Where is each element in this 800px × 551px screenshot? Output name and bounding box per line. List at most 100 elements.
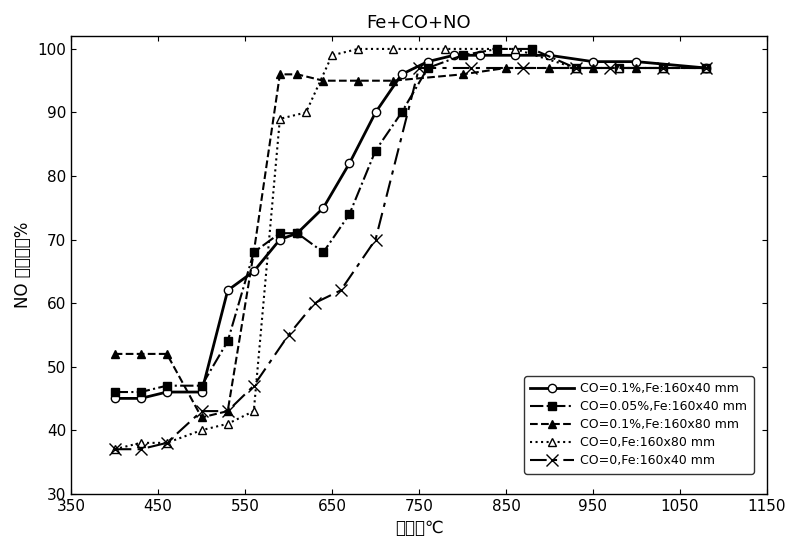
CO=0,Fe:160x80 mm	[249, 408, 258, 414]
CO=0.1%,Fe:160x80 mm	[162, 350, 172, 357]
CO=0.05%,Fe:160x40 mm	[458, 52, 467, 58]
X-axis label: 温度，℃: 温度，℃	[394, 519, 443, 537]
CO=0.05%,Fe:160x40 mm	[318, 249, 328, 256]
CO=0.05%,Fe:160x40 mm	[527, 46, 537, 52]
Legend: CO=0.1%,Fe:160x40 mm, CO=0.05%,Fe:160x40 mm, CO=0.1%,Fe:160x80 mm, CO=0,Fe:160x8: CO=0.1%,Fe:160x40 mm, CO=0.05%,Fe:160x40…	[524, 376, 754, 474]
Y-axis label: NO 脱除率，%: NO 脱除率，%	[14, 222, 32, 308]
CO=0.05%,Fe:160x40 mm	[162, 382, 172, 389]
CO=0.1%,Fe:160x40 mm	[223, 287, 233, 294]
CO=0.05%,Fe:160x40 mm	[423, 64, 433, 71]
CO=0.05%,Fe:160x40 mm	[701, 64, 710, 71]
CO=0,Fe:160x80 mm	[162, 440, 172, 446]
CO=0,Fe:160x80 mm	[510, 46, 519, 52]
CO=0.1%,Fe:160x40 mm	[632, 58, 642, 65]
CO=0,Fe:160x40 mm	[658, 64, 667, 71]
CO=0,Fe:160x80 mm	[388, 46, 398, 52]
CO=0.05%,Fe:160x40 mm	[275, 230, 285, 236]
CO=0.1%,Fe:160x80 mm	[136, 350, 146, 357]
CO=0,Fe:160x40 mm	[284, 332, 294, 338]
CO=0,Fe:160x40 mm	[701, 64, 710, 71]
CO=0,Fe:160x40 mm	[249, 382, 258, 389]
CO=0.05%,Fe:160x40 mm	[293, 230, 302, 236]
CO=0.05%,Fe:160x40 mm	[370, 147, 380, 154]
CO=0.05%,Fe:160x40 mm	[110, 388, 119, 395]
CO=0.1%,Fe:160x80 mm	[275, 71, 285, 78]
CO=0,Fe:160x80 mm	[197, 427, 206, 434]
CO=0.1%,Fe:160x80 mm	[501, 64, 510, 71]
CO=0.1%,Fe:160x40 mm	[370, 109, 380, 116]
CO=0.05%,Fe:160x40 mm	[249, 249, 258, 256]
CO=0,Fe:160x40 mm	[606, 64, 615, 71]
CO=0,Fe:160x80 mm	[275, 116, 285, 122]
CO=0,Fe:160x40 mm	[136, 446, 146, 452]
CO=0.1%,Fe:160x80 mm	[249, 249, 258, 256]
CO=0.05%,Fe:160x40 mm	[570, 64, 580, 71]
CO=0.05%,Fe:160x40 mm	[658, 64, 667, 71]
CO=0.1%,Fe:160x40 mm	[510, 52, 519, 58]
CO=0.1%,Fe:160x40 mm	[449, 52, 458, 58]
CO=0,Fe:160x40 mm	[570, 64, 580, 71]
CO=0.1%,Fe:160x40 mm	[136, 395, 146, 402]
CO=0.1%,Fe:160x40 mm	[110, 395, 119, 402]
Line: CO=0.1%,Fe:160x40 mm: CO=0.1%,Fe:160x40 mm	[110, 51, 710, 403]
CO=0.05%,Fe:160x40 mm	[197, 382, 206, 389]
CO=0.1%,Fe:160x40 mm	[545, 52, 554, 58]
CO=0.1%,Fe:160x80 mm	[632, 64, 642, 71]
CO=0.05%,Fe:160x40 mm	[136, 388, 146, 395]
CO=0,Fe:160x80 mm	[301, 109, 310, 116]
CO=0,Fe:160x40 mm	[336, 287, 346, 294]
CO=0.1%,Fe:160x40 mm	[423, 58, 433, 65]
CO=0.1%,Fe:160x40 mm	[397, 71, 406, 78]
CO=0.1%,Fe:160x80 mm	[545, 64, 554, 71]
CO=0.1%,Fe:160x80 mm	[197, 414, 206, 421]
CO=0,Fe:160x80 mm	[136, 440, 146, 446]
CO=0,Fe:160x40 mm	[518, 64, 528, 71]
CO=0.1%,Fe:160x80 mm	[458, 71, 467, 78]
CO=0.1%,Fe:160x40 mm	[197, 388, 206, 395]
CO=0.1%,Fe:160x40 mm	[318, 204, 328, 211]
CO=0,Fe:160x80 mm	[658, 64, 667, 71]
CO=0.1%,Fe:160x80 mm	[701, 64, 710, 71]
CO=0.1%,Fe:160x40 mm	[345, 160, 354, 166]
Line: CO=0,Fe:160x80 mm: CO=0,Fe:160x80 mm	[110, 45, 710, 453]
CO=0.05%,Fe:160x40 mm	[345, 211, 354, 218]
CO=0,Fe:160x40 mm	[223, 408, 233, 414]
Line: CO=0,Fe:160x40 mm: CO=0,Fe:160x40 mm	[109, 62, 711, 455]
CO=0,Fe:160x80 mm	[327, 52, 337, 58]
CO=0.1%,Fe:160x40 mm	[588, 58, 598, 65]
CO=0,Fe:160x40 mm	[370, 236, 380, 243]
CO=0.1%,Fe:160x80 mm	[223, 408, 233, 414]
CO=0,Fe:160x80 mm	[614, 64, 624, 71]
CO=0.1%,Fe:160x40 mm	[275, 236, 285, 243]
CO=0.1%,Fe:160x40 mm	[249, 268, 258, 274]
CO=0.05%,Fe:160x40 mm	[223, 338, 233, 344]
CO=0.05%,Fe:160x40 mm	[493, 46, 502, 52]
CO=0,Fe:160x40 mm	[197, 408, 206, 414]
CO=0.1%,Fe:160x80 mm	[388, 77, 398, 84]
CO=0,Fe:160x80 mm	[440, 46, 450, 52]
CO=0.05%,Fe:160x40 mm	[397, 109, 406, 116]
CO=0.1%,Fe:160x40 mm	[701, 64, 710, 71]
CO=0,Fe:160x40 mm	[110, 446, 119, 452]
CO=0,Fe:160x80 mm	[223, 420, 233, 427]
CO=0.1%,Fe:160x80 mm	[110, 350, 119, 357]
Line: CO=0.05%,Fe:160x40 mm: CO=0.05%,Fe:160x40 mm	[110, 45, 710, 396]
CO=0,Fe:160x40 mm	[466, 64, 476, 71]
CO=0.1%,Fe:160x40 mm	[293, 230, 302, 236]
CO=0,Fe:160x40 mm	[414, 64, 424, 71]
CO=0.1%,Fe:160x80 mm	[293, 71, 302, 78]
Line: CO=0.1%,Fe:160x80 mm: CO=0.1%,Fe:160x80 mm	[110, 64, 710, 422]
CO=0,Fe:160x80 mm	[354, 46, 363, 52]
CO=0,Fe:160x40 mm	[310, 300, 319, 306]
CO=0,Fe:160x80 mm	[701, 64, 710, 71]
CO=0,Fe:160x80 mm	[110, 446, 119, 452]
Title: Fe+CO+NO: Fe+CO+NO	[366, 14, 471, 32]
CO=0,Fe:160x40 mm	[162, 440, 172, 446]
CO=0.1%,Fe:160x40 mm	[162, 388, 172, 395]
CO=0.1%,Fe:160x40 mm	[475, 52, 485, 58]
CO=0.05%,Fe:160x40 mm	[614, 64, 624, 71]
CO=0.1%,Fe:160x80 mm	[588, 64, 598, 71]
CO=0,Fe:160x80 mm	[570, 64, 580, 71]
CO=0.1%,Fe:160x80 mm	[354, 77, 363, 84]
CO=0.1%,Fe:160x80 mm	[318, 77, 328, 84]
